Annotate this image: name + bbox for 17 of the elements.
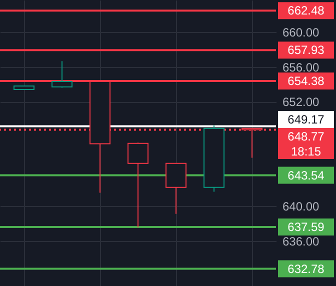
candlestick (52, 60, 72, 88)
ref-line-label: 662.48 (288, 4, 325, 18)
y-tick-label: 656.00 (282, 60, 320, 74)
y-tick-label: 660.00 (282, 26, 320, 40)
ref-line-label: 648.77 (288, 130, 325, 144)
y-tick-label: 636.00 (282, 234, 320, 248)
candlestick (128, 142, 148, 228)
text: 18:15 (290, 144, 322, 159)
ref-line-label: 632.78 (288, 262, 325, 276)
ref-line-label: 637.59 (288, 220, 325, 234)
y-tick-label: 652.00 (282, 95, 320, 110)
ref-line-label: 657.93 (288, 43, 325, 58)
ref-line-label: 654.38 (288, 74, 325, 88)
ref-line-label: 643.54 (288, 168, 325, 182)
y-tick-label: 640.00 (282, 200, 320, 214)
ref-line-label: 649.17 (288, 112, 325, 127)
candlestick (166, 162, 186, 214)
